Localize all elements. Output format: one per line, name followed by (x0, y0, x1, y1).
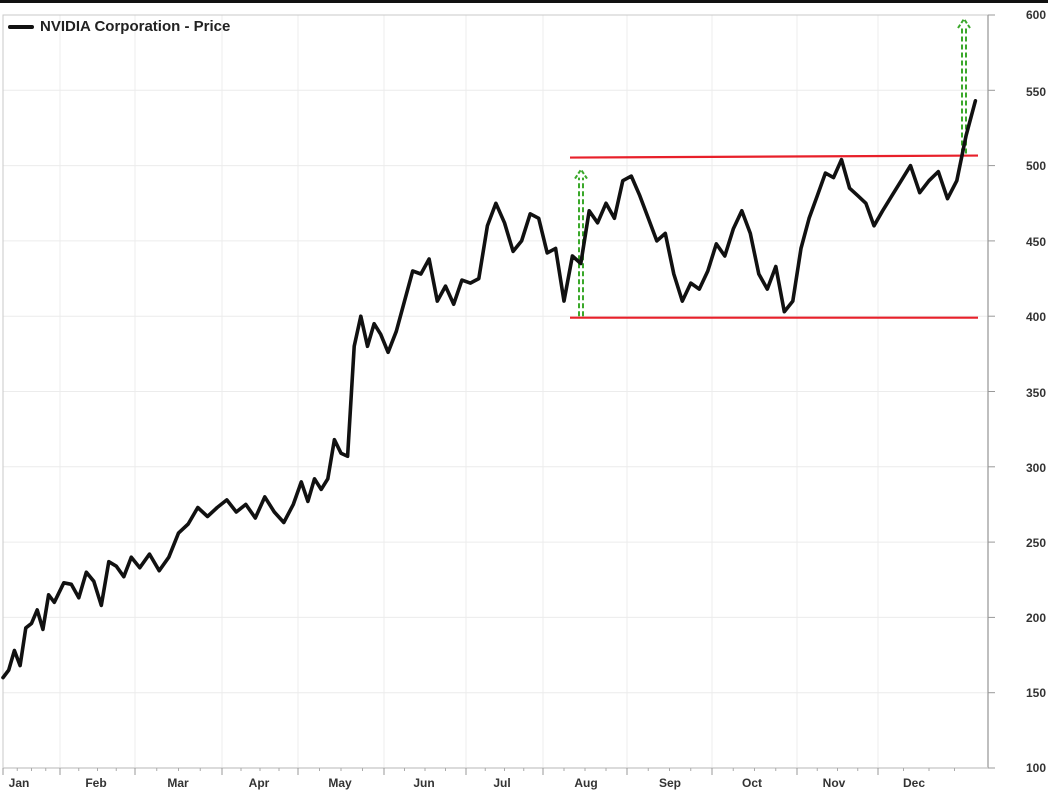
y-tick-label: 500 (1025, 159, 1046, 173)
x-tick-label: Jan (8, 776, 30, 790)
x-tick-label: Feb (85, 776, 107, 790)
y-tick-label: 200 (1025, 611, 1046, 625)
y-tick-label: 100 (1025, 761, 1046, 775)
y-axis-ticks (988, 14, 995, 769)
y-tick-label: 150 (1025, 686, 1046, 700)
x-tick-label: Jun (413, 776, 435, 790)
channel-lines (569, 154, 979, 319)
x-tick-label: Mar (167, 776, 189, 790)
x-tick-label: May (328, 776, 352, 790)
x-tick-label: Oct (741, 776, 763, 790)
legend: NVIDIA Corporation - Price (8, 18, 230, 35)
legend-label: NVIDIA Corporation - Price (40, 18, 231, 35)
y-tick-label: 600 (1025, 8, 1046, 22)
x-tick-label: Jul (493, 776, 511, 790)
x-tick-label: Dec (902, 776, 926, 790)
y-tick-label: 400 (1025, 310, 1046, 324)
price-line (1, 99, 978, 680)
y-tick-label: 450 (1025, 235, 1046, 249)
y-tick-label: 550 (1025, 85, 1046, 99)
y-tick-label: 350 (1025, 386, 1046, 400)
x-tick-label: Aug (574, 776, 598, 790)
top-border (0, 0, 1048, 3)
x-tick-label: Sep (658, 776, 682, 790)
y-tick-label: 250 (1025, 536, 1046, 550)
gridlines (3, 15, 988, 768)
target-arrows (574, 17, 971, 317)
x-tick-label: Apr (248, 776, 270, 790)
x-tick-label: Nov (822, 776, 846, 790)
x-axis-ticks (2, 768, 955, 775)
legend-swatch (8, 24, 34, 29)
y-tick-label: 300 (1025, 461, 1046, 475)
